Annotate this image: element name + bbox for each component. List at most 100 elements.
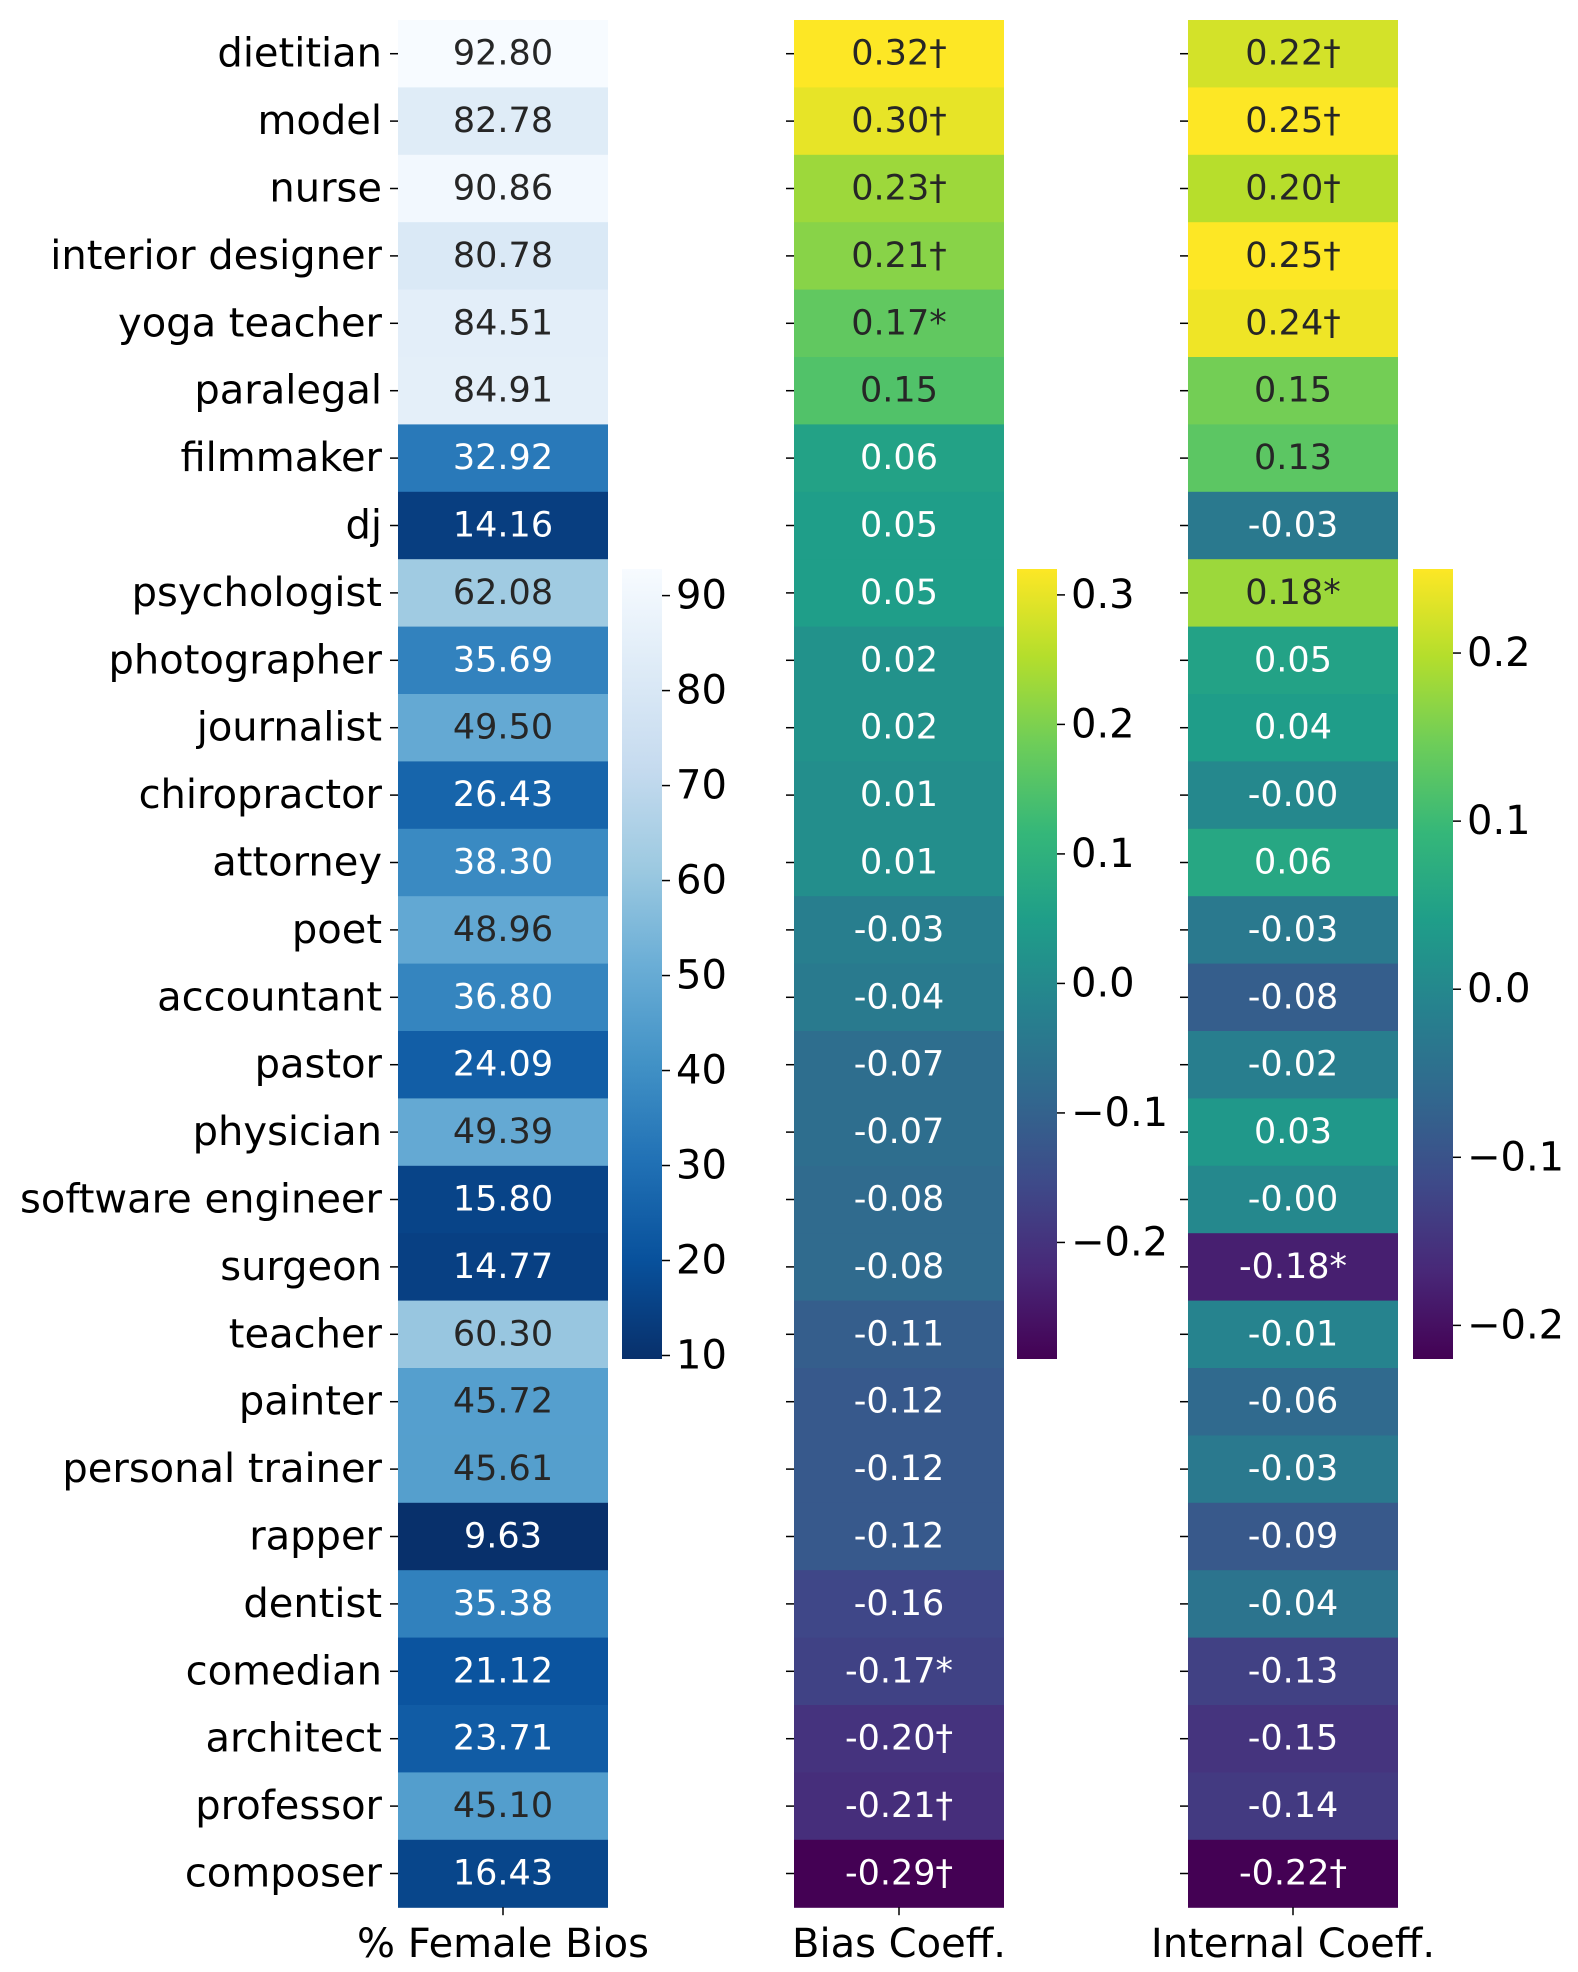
row-label: chiropractor xyxy=(139,772,383,818)
cell-label: 0.20† xyxy=(1245,169,1340,209)
heatmap-cell xyxy=(794,424,1004,493)
cell-label: 32.92 xyxy=(453,438,553,478)
column-title-female-bios: % Female Bios xyxy=(357,1921,649,1967)
heatmap-cell xyxy=(1188,1368,1398,1436)
colorbar-tick-label: 0.2 xyxy=(1467,630,1531,676)
colorbar-tick-label: 0.0 xyxy=(1071,960,1135,1006)
heatmap-cell xyxy=(794,694,1004,762)
heatmap-cell xyxy=(398,87,608,156)
row-label: interior designer xyxy=(50,233,382,279)
heatmap-cell xyxy=(398,1300,608,1369)
cell-label: -0.20† xyxy=(845,1719,953,1759)
row-label: software engineer xyxy=(20,1177,383,1223)
row-label: attorney xyxy=(212,840,382,886)
cell-label: 0.06 xyxy=(1254,843,1332,883)
row-label: comedian xyxy=(186,1648,382,1694)
cell-label: 45.61 xyxy=(453,1449,553,1489)
cell-label: 0.05 xyxy=(860,506,938,546)
colorbar-bias-coeff: 0.3 0.2 0.1 0.0 −0.1 −0.2 xyxy=(1017,569,1168,1359)
row-label: pastor xyxy=(255,1042,383,1088)
heatmap-cell xyxy=(1188,424,1398,493)
heatmap-cell xyxy=(794,1233,1004,1302)
row-label: filmmaker xyxy=(180,435,382,481)
cell-label: -0.08 xyxy=(854,1247,945,1287)
colorbar-tick-label: 40 xyxy=(676,1048,727,1094)
cell-label: -0.00 xyxy=(1248,1180,1339,1220)
cell-label: 82.78 xyxy=(453,101,553,141)
row-label: paralegal xyxy=(194,368,382,414)
cell-label: -0.17* xyxy=(845,1651,953,1691)
cell-label: 0.32† xyxy=(851,34,946,74)
heatmap-cell xyxy=(1188,1165,1398,1234)
heatmap-cell xyxy=(1188,1637,1398,1706)
heatmap-cell xyxy=(398,559,608,628)
cell-label: -0.13 xyxy=(1248,1651,1339,1691)
heatmap-cell xyxy=(794,1165,1004,1234)
cell-label: 0.30† xyxy=(851,101,946,141)
heatmap-cell xyxy=(398,761,608,830)
cell-label: -0.12 xyxy=(854,1382,945,1422)
cell-label: 92.80 xyxy=(453,34,553,74)
column-title-internal-coeff: Internal Coeff. xyxy=(1151,1921,1435,1967)
cell-label: 0.25† xyxy=(1245,101,1340,141)
heatmap-cell xyxy=(1188,963,1398,1032)
heatmap-cell xyxy=(398,828,608,897)
cell-label: 15.80 xyxy=(453,1180,553,1220)
cell-label: -0.08 xyxy=(854,1180,945,1220)
colorbar-tick-label: 50 xyxy=(676,953,727,999)
column-internal-coeff: 0.22† 0.25† 0.20† 0.25† 0.24† 0.15 0.13 -0.03 0.… xyxy=(1180,20,1398,1916)
heatmap-cell xyxy=(398,1098,608,1167)
cell-label: 0.13 xyxy=(1254,438,1332,478)
cell-label: 0.25† xyxy=(1245,236,1340,276)
heatmap-cell xyxy=(1188,1705,1398,1773)
row-label: architect xyxy=(205,1716,382,1762)
heatmap-cell xyxy=(1188,626,1398,695)
heatmap-cell xyxy=(1188,1233,1398,1302)
colorbar-gradient xyxy=(1017,569,1057,1359)
heatmap-cell xyxy=(398,1435,608,1504)
cell-label: 49.39 xyxy=(453,1112,553,1152)
heatmap-cell xyxy=(794,1502,1004,1571)
cell-label: 0.17* xyxy=(851,303,946,343)
cell-label: -0.22† xyxy=(1239,1854,1347,1894)
row-label: dj xyxy=(345,503,382,549)
cell-label: 23.71 xyxy=(453,1719,553,1759)
cell-label: 0.01 xyxy=(860,843,938,883)
cell-label: 35.69 xyxy=(453,640,553,680)
colorbar-internal-coeff: 0.2 0.1 0.0 −0.1 −0.2 xyxy=(1413,569,1564,1359)
cell-label: -0.02 xyxy=(1248,1045,1339,1085)
row-label: teacher xyxy=(229,1311,383,1357)
heatmap-cell xyxy=(794,1031,1004,1099)
cell-label: -0.03 xyxy=(854,910,945,950)
row-label: yoga teacher xyxy=(118,300,383,346)
cell-label: 48.96 xyxy=(453,910,553,950)
heatmap-cell xyxy=(398,1165,608,1234)
heatmap-cell xyxy=(1188,20,1398,88)
heatmap-cell xyxy=(1188,491,1398,560)
heatmap-cell xyxy=(1188,1839,1398,1908)
colorbar-tick-label: −0.1 xyxy=(1071,1090,1168,1136)
cell-label: 84.51 xyxy=(453,303,553,343)
heatmap-cell xyxy=(1188,896,1398,965)
heatmap-cell xyxy=(398,154,608,223)
cell-label: 26.43 xyxy=(453,775,553,815)
cell-label: -0.15 xyxy=(1248,1719,1339,1759)
cell-label: 90.86 xyxy=(453,169,553,209)
cell-label: 14.16 xyxy=(453,506,553,546)
row-labels: dietitian model nurse interior designer yoga… xyxy=(20,31,383,1897)
heatmap-cell xyxy=(1188,1772,1398,1841)
colorbar-gradient xyxy=(1413,569,1453,1359)
colorbar-tick-label: 0.0 xyxy=(1467,966,1531,1012)
row-label: physician xyxy=(193,1109,382,1155)
colorbar-tick-label: 90 xyxy=(676,573,727,619)
cell-label: -0.18* xyxy=(1239,1247,1347,1287)
colorbar-tick-label: −0.2 xyxy=(1071,1219,1168,1265)
row-label: dietitian xyxy=(217,31,382,77)
heatmap-cell xyxy=(1188,761,1398,830)
cell-label: -0.04 xyxy=(1248,1584,1339,1624)
row-label: psychologist xyxy=(132,570,382,616)
cell-label: 38.30 xyxy=(453,843,553,883)
heatmap-cell xyxy=(794,357,1004,425)
colorbar-tick-label: −0.1 xyxy=(1467,1134,1564,1180)
